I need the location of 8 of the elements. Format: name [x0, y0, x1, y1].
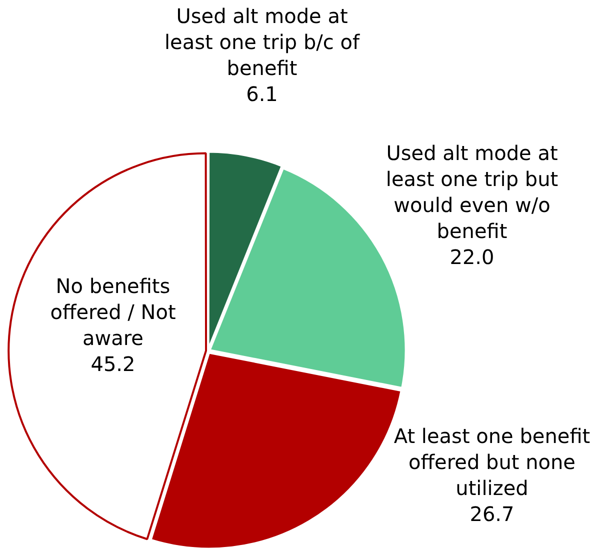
slice-label: At least one benefit offered but none utilized — [394, 424, 590, 500]
data-label: 6.1 — [246, 82, 278, 106]
data-label: 22.0 — [450, 245, 494, 270]
slice-label: Used alt mode at least one trip b/c of benefit — [164, 4, 360, 80]
data-label: 45.2 — [90, 352, 136, 376]
slice-label: Used alt mode at least one trip but would even w/o benefit — [386, 141, 558, 244]
slice-label: No benefits offered / Not aware — [50, 274, 176, 350]
data-label: 26.7 — [470, 502, 514, 526]
